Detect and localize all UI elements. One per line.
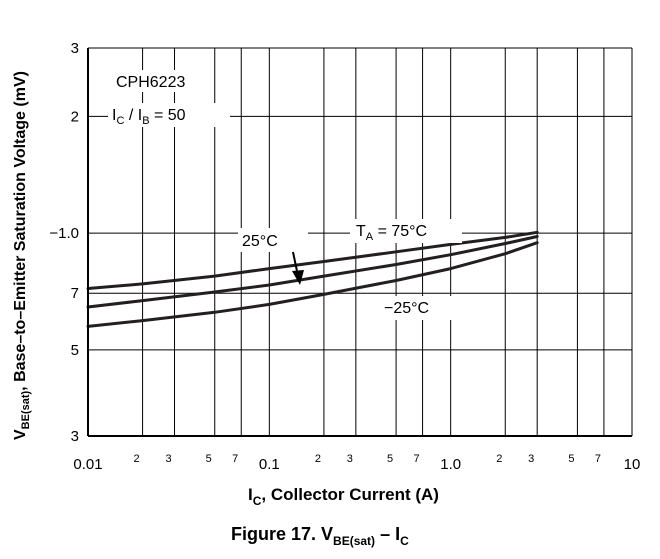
x-tick-label: 10 — [624, 456, 641, 473]
ta-label-box — [350, 219, 462, 243]
curve-25C — [86, 241, 539, 328]
x-tick-label: 0.1 — [259, 456, 280, 473]
y-tick-label: 3 — [71, 428, 79, 445]
y-tick-label: 7 — [71, 285, 79, 302]
x-minor-tick-label: 7 — [414, 453, 420, 465]
x-minor-tick-label: 5 — [568, 453, 574, 465]
figure-caption: Figure 17. VBE(sat) – IC — [231, 524, 409, 548]
x-minor-tick-label: 2 — [134, 453, 140, 465]
tm25-label: −25°C — [384, 300, 429, 317]
t25-arrow-head — [292, 270, 304, 285]
x-minor-tick-label: 3 — [528, 453, 534, 465]
curves — [86, 230, 539, 328]
tm25-label-box — [380, 296, 462, 320]
x-axis-label: IC, Collector Current (A) — [248, 485, 439, 508]
t25-label: 25°C — [242, 233, 278, 250]
tick-labels: 0.01 0.1 1.0 10 2 3 5 7 2 3 5 7 2 3 5 7 3 5 7 −1.0 2 3 — [49, 40, 640, 473]
x-minor-tick-label: 7 — [595, 453, 601, 465]
x-minor-tick-label: 3 — [347, 453, 353, 465]
curve-25C — [86, 235, 539, 309]
x-tick-label: 1.0 — [440, 456, 461, 473]
device-label: CPH6223 — [116, 74, 185, 91]
x-minor-tick-label: 5 — [387, 453, 393, 465]
x-minor-tick-label: 2 — [315, 453, 321, 465]
y-axis-label: VBE(sat), Base–to–Emitter Saturation Vol… — [12, 71, 32, 440]
ta-75-label: TA = 75°C — [356, 223, 427, 243]
x-minor-tick-label: 7 — [232, 453, 238, 465]
y-tick-label: 2 — [71, 108, 79, 125]
device-label-box — [112, 70, 204, 92]
y-tick-label: −1.0 — [49, 225, 79, 242]
x-minor-tick-label: 5 — [206, 453, 212, 465]
condition-label: IC / IB = 50 — [112, 107, 186, 127]
x-minor-tick-label: 3 — [165, 453, 171, 465]
x-minor-tick-label: 2 — [496, 453, 502, 465]
x-tick-label: 0.01 — [73, 456, 102, 473]
y-tick-label: 3 — [71, 40, 79, 57]
condition-label-box — [108, 103, 230, 127]
axes — [87, 48, 632, 437]
y-tick-label: 5 — [71, 342, 79, 359]
curve-75C — [86, 230, 539, 290]
t25-label-box — [238, 228, 308, 252]
